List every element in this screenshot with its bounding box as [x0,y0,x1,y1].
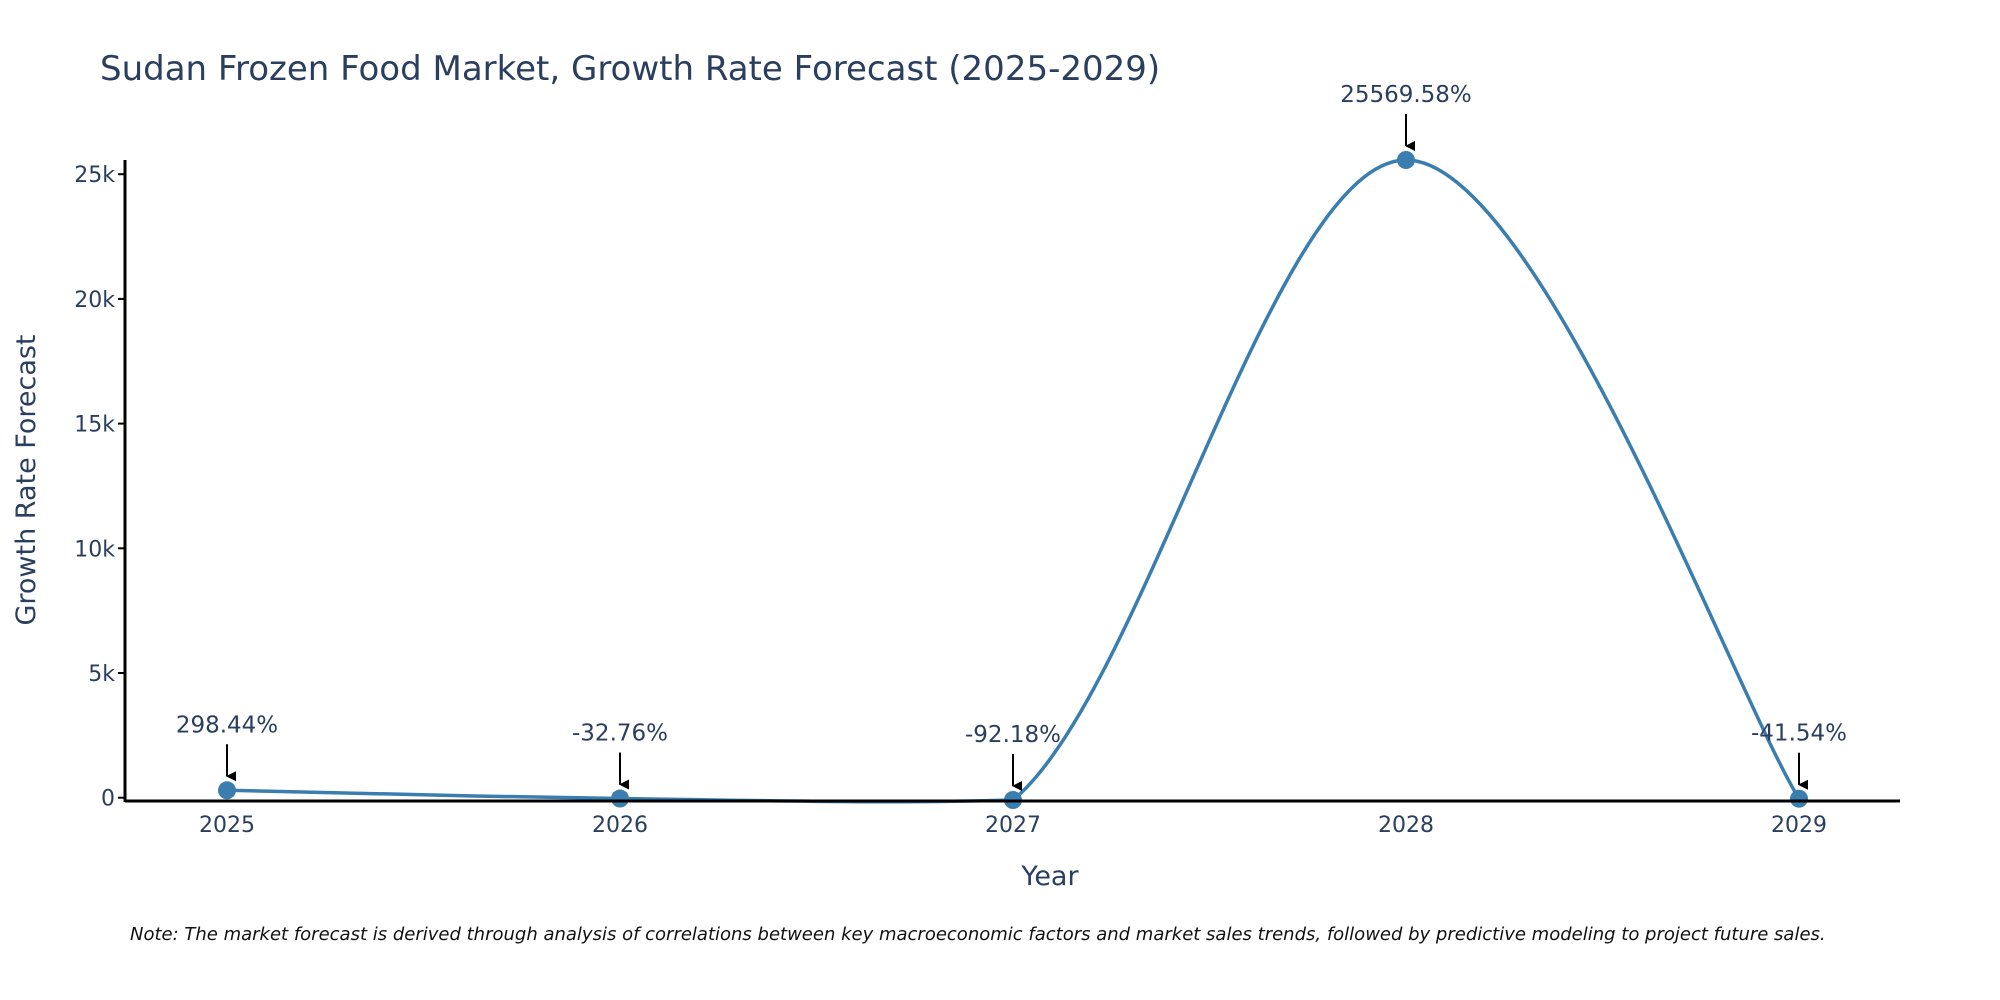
annotation-label: 25569.58% [1340,82,1472,108]
x-tick-label: 2029 [1771,813,1827,838]
annotation-label: -32.76% [572,721,668,747]
data-point [611,789,629,808]
x-tick-label: 2028 [1378,813,1434,838]
annotation-label: -41.54% [1751,721,1847,747]
y-tick-label: 0 [101,787,115,812]
data-point [218,781,236,800]
x-axis-ticks: 2025 2026 2027 2028 2029 [199,813,1827,838]
chart-title: Sudan Frozen Food Market, Growth Rate Fo… [100,49,1160,89]
growth-rate-line [226,158,1801,804]
x-tick-label: 2025 [199,813,255,838]
footnote: Note: The market forecast is derived thr… [130,924,1826,945]
y-axis-title: Growth Rate Forecast [11,334,42,625]
annotation-label: -92.18% [965,722,1061,748]
y-tick-label: 20k [74,288,115,313]
data-annotations: 298.44% -32.76% -92.18% 25569.58% -41.54% [176,82,1847,791]
data-point [1397,151,1415,169]
y-tick-label: 5k [88,662,115,687]
y-tick-label: 10k [74,537,115,562]
data-point [1790,789,1808,808]
y-axis-ticks: 0 5k 10k 15k 20k 25k [74,163,125,812]
x-tick-label: 2027 [985,813,1041,838]
annotation-label: 298.44% [176,712,278,738]
y-tick-label: 15k [74,413,115,438]
x-axis-title: Year [1020,861,1079,892]
y-tick-label: 25k [74,163,115,188]
data-points [218,151,1808,809]
x-tick-label: 2026 [592,813,648,838]
